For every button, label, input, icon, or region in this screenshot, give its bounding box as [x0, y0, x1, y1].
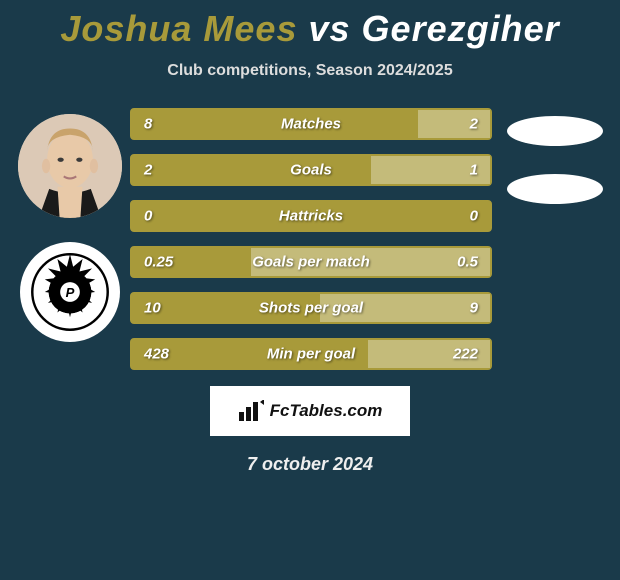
stats-bars: 8 2 Matches 2 1 Goals 0 0 Hattricks 0.25 0.5 Goals … [130, 108, 500, 370]
stat-label: Hattricks [279, 208, 343, 225]
stat-label: Goals [290, 162, 332, 179]
stat-row: 2 1 Goals [130, 154, 492, 186]
title-player2: Gerezgiher [362, 8, 560, 49]
stat-label: Goals per match [252, 254, 370, 271]
stat-row: 428 222 Min per goal [130, 338, 492, 370]
stat-fill-player2 [418, 110, 490, 138]
stat-row: 0 0 Hattricks [130, 200, 492, 232]
stat-label: Shots per goal [259, 300, 363, 317]
stat-value-player2: 0 [470, 208, 478, 225]
stat-value-player1: 428 [144, 346, 169, 363]
stat-row: 10 9 Shots per goal [130, 292, 492, 324]
stat-label: Matches [281, 116, 341, 133]
stat-value-player2: 9 [470, 300, 478, 317]
player1-club-badge: P P [20, 242, 120, 342]
stat-value-player2: 0.5 [457, 254, 478, 271]
player2-club-placeholder [507, 174, 603, 204]
stat-value-player1: 8 [144, 116, 152, 133]
stat-fill-player1 [132, 156, 371, 184]
stat-value-player1: 0.25 [144, 254, 173, 271]
stat-row: 0.25 0.5 Goals per match [130, 246, 492, 278]
stat-value-player1: 2 [144, 162, 152, 179]
player1-avatar [18, 114, 122, 218]
comparison-title: Joshua Mees vs Gerezgiher [0, 0, 620, 50]
brand-logo: FcTables.com [210, 386, 410, 436]
title-player1: Joshua Mees [60, 8, 297, 49]
stat-value-player1: 10 [144, 300, 161, 317]
stat-value-player1: 0 [144, 208, 152, 225]
right-column [500, 108, 610, 370]
footer-date: 7 october 2024 [0, 454, 620, 475]
stat-value-player2: 2 [470, 116, 478, 133]
content-area: P P 8 2 Matches 2 1 Goals 0 0 Hattricks 0.25 0.5 Go… [0, 108, 620, 370]
left-column: P P [10, 108, 130, 370]
player2-avatar-placeholder [507, 116, 603, 146]
title-vs: vs [308, 8, 350, 49]
subtitle: Club competitions, Season 2024/2025 [0, 62, 620, 80]
brand-text: FcTables.com [270, 401, 383, 421]
stat-value-player2: 1 [470, 162, 478, 179]
stat-row: 8 2 Matches [130, 108, 492, 140]
svg-text:P: P [66, 285, 75, 300]
stat-value-player2: 222 [453, 346, 478, 363]
chart-icon [238, 400, 264, 422]
stat-fill-player1 [132, 110, 418, 138]
stat-label: Min per goal [267, 346, 355, 363]
